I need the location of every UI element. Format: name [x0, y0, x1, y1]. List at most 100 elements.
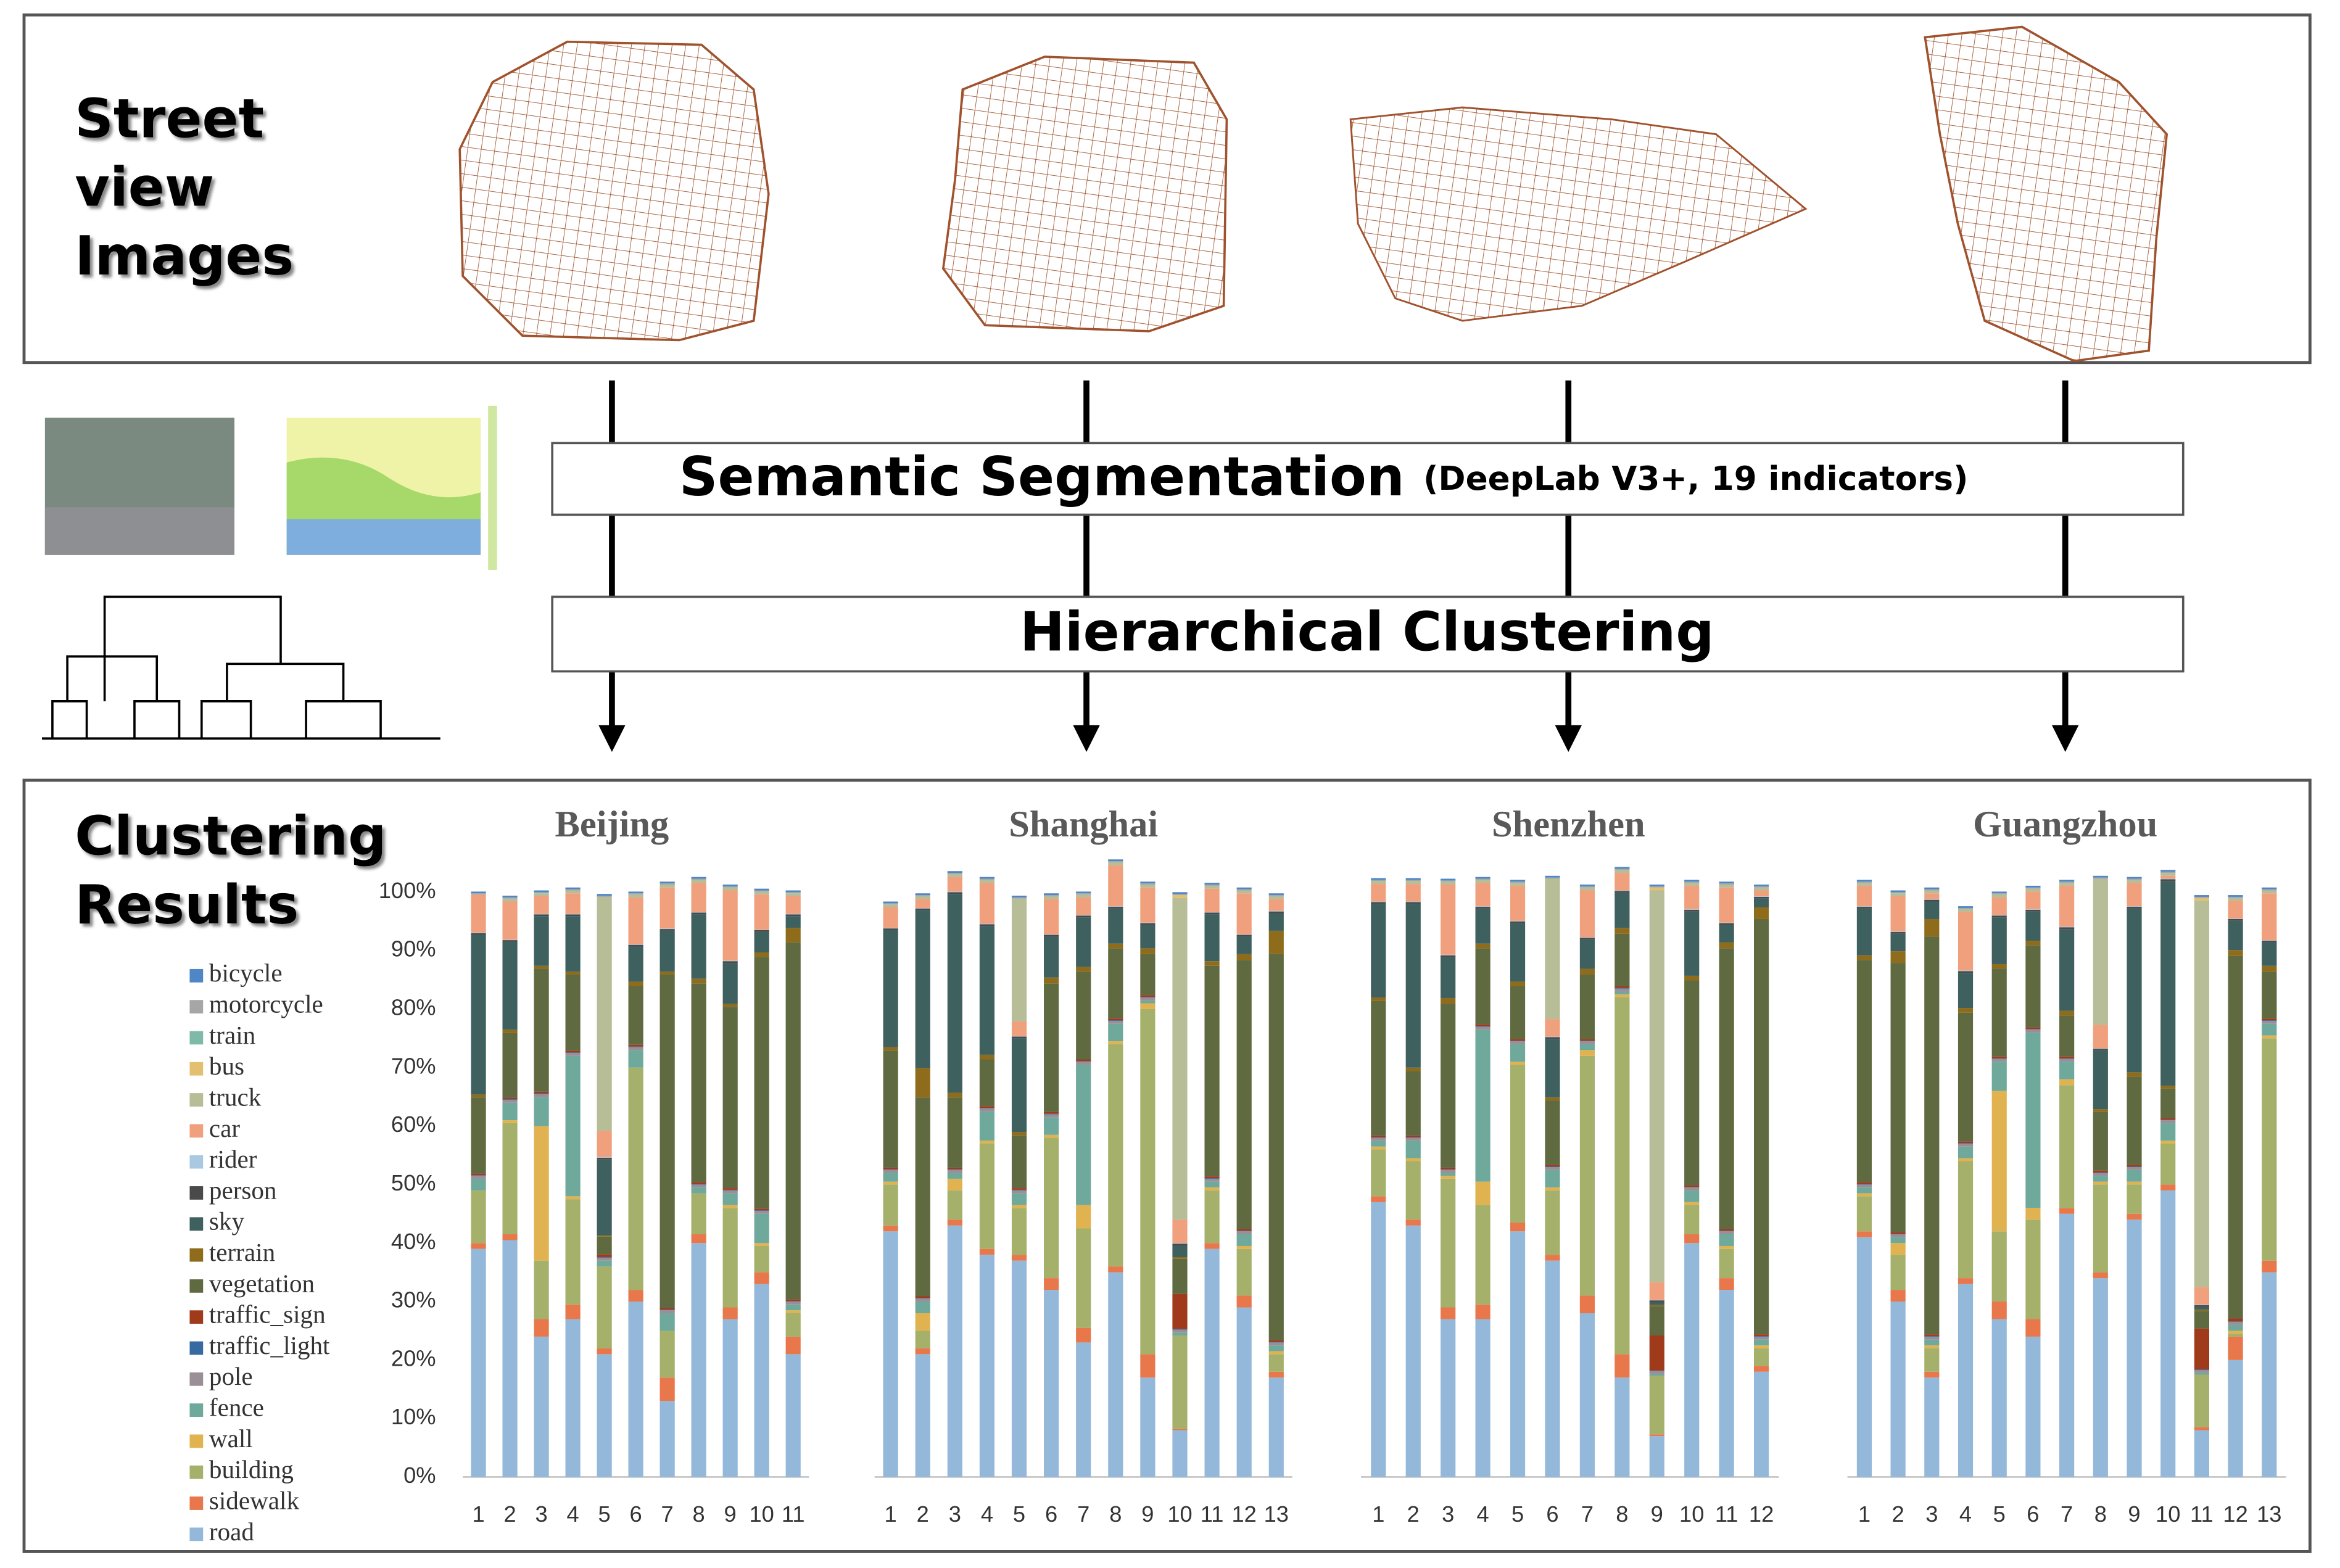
bar-segment — [1719, 948, 1734, 1229]
bar-segment — [1753, 1371, 1769, 1477]
bar-segment — [2059, 1058, 2075, 1059]
bar-segment — [947, 1225, 962, 1477]
bar-segment — [1684, 1202, 1700, 1205]
bar-segment — [1890, 890, 1906, 893]
bar-segment — [2160, 1184, 2176, 1190]
header-line: Images — [75, 225, 294, 287]
bar-segment — [2025, 1027, 2041, 1030]
bar-segment — [1924, 887, 1940, 889]
bar-segment — [722, 961, 738, 963]
bar-segment — [1753, 886, 1769, 888]
bar-segment — [1614, 997, 1630, 1355]
bar-segment — [1924, 1334, 1940, 1336]
bar-segment — [691, 912, 706, 915]
bar-segment — [1371, 904, 1386, 998]
bar-segment — [1856, 1182, 1872, 1184]
y-tick-label: 0% — [403, 1463, 436, 1488]
bar-segment — [534, 1126, 549, 1261]
bar-segment — [1510, 1039, 1526, 1041]
bar-segment — [1475, 878, 1490, 880]
bar-segment — [2262, 1020, 2277, 1024]
bar-segment — [754, 1272, 769, 1284]
thumbnails — [44, 405, 497, 570]
bar-segment — [1579, 975, 1595, 1039]
legend-swatch — [189, 1248, 204, 1262]
bar-segment — [628, 1044, 643, 1047]
bar-segment — [2093, 1176, 2108, 1182]
bar-segment — [947, 1170, 962, 1173]
bar-segment — [979, 1108, 995, 1112]
bar-segment — [722, 1188, 738, 1190]
bar-segment — [1856, 907, 1872, 909]
x-tick-label: 10 — [749, 1501, 774, 1527]
bar-segment — [1236, 1229, 1252, 1231]
bar-segment — [1510, 1223, 1526, 1232]
bar-segment — [471, 893, 486, 895]
bar-segment — [1890, 1237, 1906, 1244]
bar-segment — [2160, 1190, 2176, 1477]
bar-segment — [915, 1296, 930, 1298]
bar-segment — [2093, 1173, 2108, 1176]
bar-segment — [1475, 883, 1490, 907]
bar-segment — [1441, 997, 1456, 1004]
bar-segment — [1076, 891, 1091, 894]
bar-segment — [2160, 1086, 2176, 1089]
bar-segment — [2228, 1360, 2243, 1477]
bar-segment — [785, 1299, 801, 1302]
bar-segment — [659, 883, 675, 885]
bar-segment — [1614, 928, 1630, 934]
bar-segment — [1204, 1176, 1220, 1178]
bar-segment — [471, 1248, 486, 1477]
bar-segment — [534, 890, 549, 893]
bar-segment — [1753, 918, 1769, 1335]
bar-segment — [1371, 878, 1386, 880]
bar-segment — [785, 890, 801, 893]
bar-segment — [2228, 895, 2243, 897]
bar-segment — [1510, 986, 1526, 1039]
bar-segment — [597, 1348, 612, 1355]
bar-segment — [1856, 955, 1872, 960]
bar-segment — [2127, 1165, 2142, 1167]
bar-segment — [754, 894, 769, 930]
legend-swatch — [189, 1465, 204, 1479]
bar-segment — [2194, 901, 2209, 1287]
bar-segment — [1405, 1137, 1421, 1138]
bar-segment — [1958, 1161, 1974, 1279]
bar-segment — [1172, 1258, 1188, 1294]
bar-segment — [785, 896, 801, 914]
bar-segment — [2228, 955, 2243, 1319]
bar-segment — [1958, 909, 1974, 912]
bar-segment — [1044, 1278, 1059, 1290]
bar-segment — [2127, 877, 2142, 879]
bar-segment — [1204, 888, 1220, 912]
bar-segment — [1236, 1248, 1252, 1296]
bar-segment — [1719, 1234, 1734, 1246]
legend-label: wall — [209, 1424, 253, 1453]
bar-segment — [2228, 896, 2243, 898]
bar-segment — [915, 893, 930, 896]
bar-segment — [722, 960, 738, 962]
legend-swatch — [189, 1403, 204, 1417]
bar-segment — [1441, 878, 1456, 881]
bar-segment — [1719, 1248, 1734, 1279]
bar-segment — [1649, 1371, 1664, 1374]
bar-segment — [2059, 1213, 2075, 1477]
x-tick-label: 2 — [1407, 1501, 1420, 1527]
bar-segment — [1475, 948, 1490, 1025]
x-tick-label: 6 — [2027, 1501, 2039, 1527]
bar-segment — [754, 1284, 769, 1477]
bar-segment — [1510, 1044, 1526, 1062]
bar-segment — [1579, 1313, 1595, 1477]
bar-segment — [2093, 875, 2108, 878]
bar-segment — [2160, 1118, 2176, 1120]
bar-segment — [2194, 895, 2209, 897]
bar-segment — [1371, 1146, 1386, 1150]
bar-segment — [1405, 1161, 1421, 1220]
x-tick-label: 2 — [1892, 1501, 1904, 1527]
x-tick-label: 8 — [1616, 1501, 1628, 1527]
bar-segment — [691, 912, 706, 913]
bar-segment — [659, 929, 675, 931]
bar-segment — [754, 952, 769, 957]
bar-segment — [597, 1266, 612, 1348]
x-tick-label: 2 — [503, 1501, 516, 1527]
